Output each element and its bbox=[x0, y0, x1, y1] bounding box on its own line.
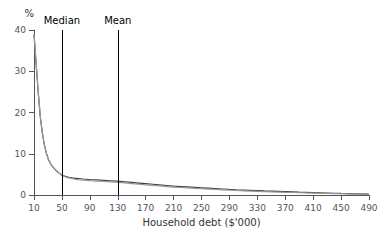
svg-text:410: 410 bbox=[305, 203, 322, 213]
svg-text:330: 330 bbox=[249, 203, 266, 213]
svg-text:Mean: Mean bbox=[104, 15, 131, 26]
svg-text:50: 50 bbox=[56, 203, 68, 213]
svg-text:90: 90 bbox=[84, 203, 96, 213]
svg-text:20: 20 bbox=[15, 108, 27, 118]
svg-text:250: 250 bbox=[193, 203, 210, 213]
svg-text:450: 450 bbox=[332, 203, 349, 213]
svg-text:290: 290 bbox=[221, 203, 238, 213]
svg-text:490: 490 bbox=[360, 203, 377, 213]
svg-text:170: 170 bbox=[137, 203, 154, 213]
svg-text:Median: Median bbox=[44, 15, 80, 26]
svg-text:%: % bbox=[24, 8, 34, 19]
svg-text:210: 210 bbox=[165, 203, 182, 213]
svg-text:Household debt ($'000): Household debt ($'000) bbox=[142, 217, 260, 228]
svg-text:370: 370 bbox=[277, 203, 294, 213]
svg-text:30: 30 bbox=[15, 66, 27, 76]
svg-text:10: 10 bbox=[15, 149, 27, 159]
svg-text:40: 40 bbox=[15, 25, 27, 35]
svg-text:130: 130 bbox=[109, 203, 126, 213]
svg-text:10: 10 bbox=[28, 203, 40, 213]
svg-text:0: 0 bbox=[20, 190, 26, 200]
